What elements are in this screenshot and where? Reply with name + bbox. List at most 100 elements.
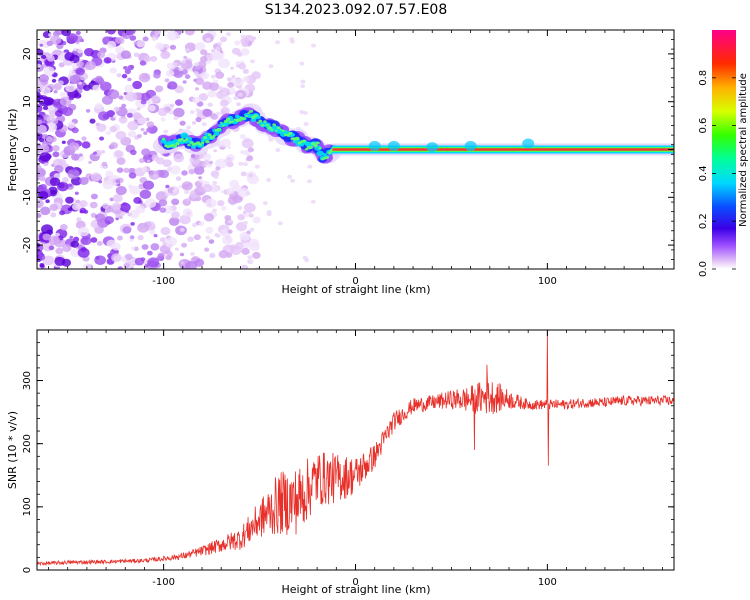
- noise-blob: [141, 166, 148, 172]
- noise-blob: [169, 165, 181, 175]
- colorbar-tick-label: 0.8: [698, 70, 709, 86]
- noise-blob: [115, 185, 127, 196]
- noise-blob: [109, 67, 118, 74]
- noise-blob: [198, 178, 204, 183]
- noise-blob: [53, 90, 58, 94]
- noise-blob: [46, 115, 55, 123]
- noise-blob: [62, 106, 73, 117]
- ridge-blob: [222, 124, 225, 127]
- noise-blob: [184, 74, 191, 79]
- noise-blob: [75, 30, 81, 36]
- noise-blob: [238, 161, 244, 166]
- noise-blob: [193, 71, 199, 76]
- noise-blob: [240, 150, 245, 155]
- noise-blob: [202, 184, 213, 193]
- noise-blob: [133, 52, 140, 57]
- noise-blob: [78, 153, 83, 157]
- noise-blob: [165, 192, 171, 197]
- noise-blob: [112, 194, 123, 203]
- noise-blob: [179, 214, 191, 225]
- noise-blob: [110, 142, 119, 149]
- noise-blob: [141, 244, 149, 250]
- noise-blob: [215, 166, 221, 171]
- noise-blob: [208, 239, 215, 244]
- noise-blob: [130, 222, 135, 226]
- noise-blob: [90, 212, 97, 218]
- spectrogram-ylabel: Frequency (Hz): [6, 109, 19, 192]
- noise-blob: [242, 76, 250, 83]
- noise-blob: [204, 247, 210, 252]
- noise-blob: [173, 116, 179, 121]
- colorbar-scale: [712, 30, 736, 269]
- noise-blob: [299, 61, 305, 66]
- noise-blob: [123, 262, 130, 269]
- noise-blob: [224, 158, 230, 163]
- noise-blob: [157, 107, 168, 117]
- noise-blob: [193, 258, 205, 267]
- noise-blob: [234, 78, 244, 87]
- noise-blob: [201, 122, 207, 127]
- noise-blob: [142, 153, 154, 163]
- noise-blob: [98, 180, 103, 184]
- noise-blob: [178, 185, 183, 189]
- noise-blob: [252, 251, 261, 259]
- noise-blob: [238, 197, 243, 201]
- spectrogram-ytick-label: 0: [22, 146, 33, 152]
- snr-ytick-label: 300: [22, 371, 33, 390]
- noise-blob: [165, 184, 170, 189]
- noise-blob: [117, 266, 124, 269]
- noise-blob: [46, 40, 54, 47]
- noise-blob: [150, 55, 158, 62]
- ridge-blob: [247, 112, 251, 115]
- noise-blob: [81, 136, 87, 141]
- noise-blob: [94, 255, 106, 266]
- noise-blob: [93, 151, 97, 155]
- noise-blob: [193, 165, 205, 175]
- noise-blob: [198, 93, 208, 101]
- noise-blob: [192, 97, 201, 104]
- noise-blob: [39, 262, 45, 268]
- ridge-blob: [242, 117, 246, 120]
- noise-blob: [219, 50, 224, 54]
- noise-blob: [153, 233, 158, 238]
- noise-blob: [125, 91, 138, 102]
- colorbar: 0.0 0.2 0.4 0.6 0.8 Normalized spectral ampl…: [698, 30, 749, 277]
- noise-blob: [302, 255, 308, 260]
- noise-blob: [236, 102, 241, 107]
- colorbar-tick-label: 0.6: [698, 118, 709, 134]
- noise-blob: [185, 198, 190, 202]
- noise-blob: [144, 264, 149, 268]
- snr-ytick-label: 100: [22, 497, 33, 516]
- noise-blob: [150, 243, 160, 251]
- noise-blob: [202, 153, 212, 161]
- noise-blob: [57, 80, 64, 86]
- noise-blob: [200, 72, 210, 80]
- noise-blob: [164, 78, 170, 83]
- ridge-blob: [198, 143, 203, 146]
- noise-blob: [57, 55, 64, 61]
- spectrogram-ytick-label: -10: [22, 189, 33, 205]
- noise-blob: [239, 134, 246, 140]
- noise-blob: [89, 118, 96, 124]
- noise-blob: [48, 186, 58, 195]
- ridge-blob: [288, 131, 293, 135]
- spectrogram-xtick-label: -100: [152, 276, 175, 287]
- noise-blob: [124, 68, 131, 75]
- noise-blob: [220, 138, 232, 148]
- noise-blob: [116, 167, 124, 173]
- noise-blob: [118, 215, 123, 220]
- noise-blob: [129, 235, 135, 240]
- snr-xtick-label: 100: [538, 577, 557, 588]
- noise-blob: [193, 234, 201, 241]
- noise-blob: [48, 235, 60, 245]
- noise-blob: [182, 80, 187, 84]
- noise-blob: [144, 198, 157, 209]
- ridge-blob: [253, 114, 258, 118]
- noise-blob: [88, 160, 92, 164]
- noise-blob: [132, 112, 142, 120]
- noise-blob: [229, 244, 237, 251]
- snr-axes: -100 0 100 0 100 200 300: [22, 329, 674, 588]
- noise-blob: [180, 261, 185, 265]
- noise-blob: [67, 207, 73, 211]
